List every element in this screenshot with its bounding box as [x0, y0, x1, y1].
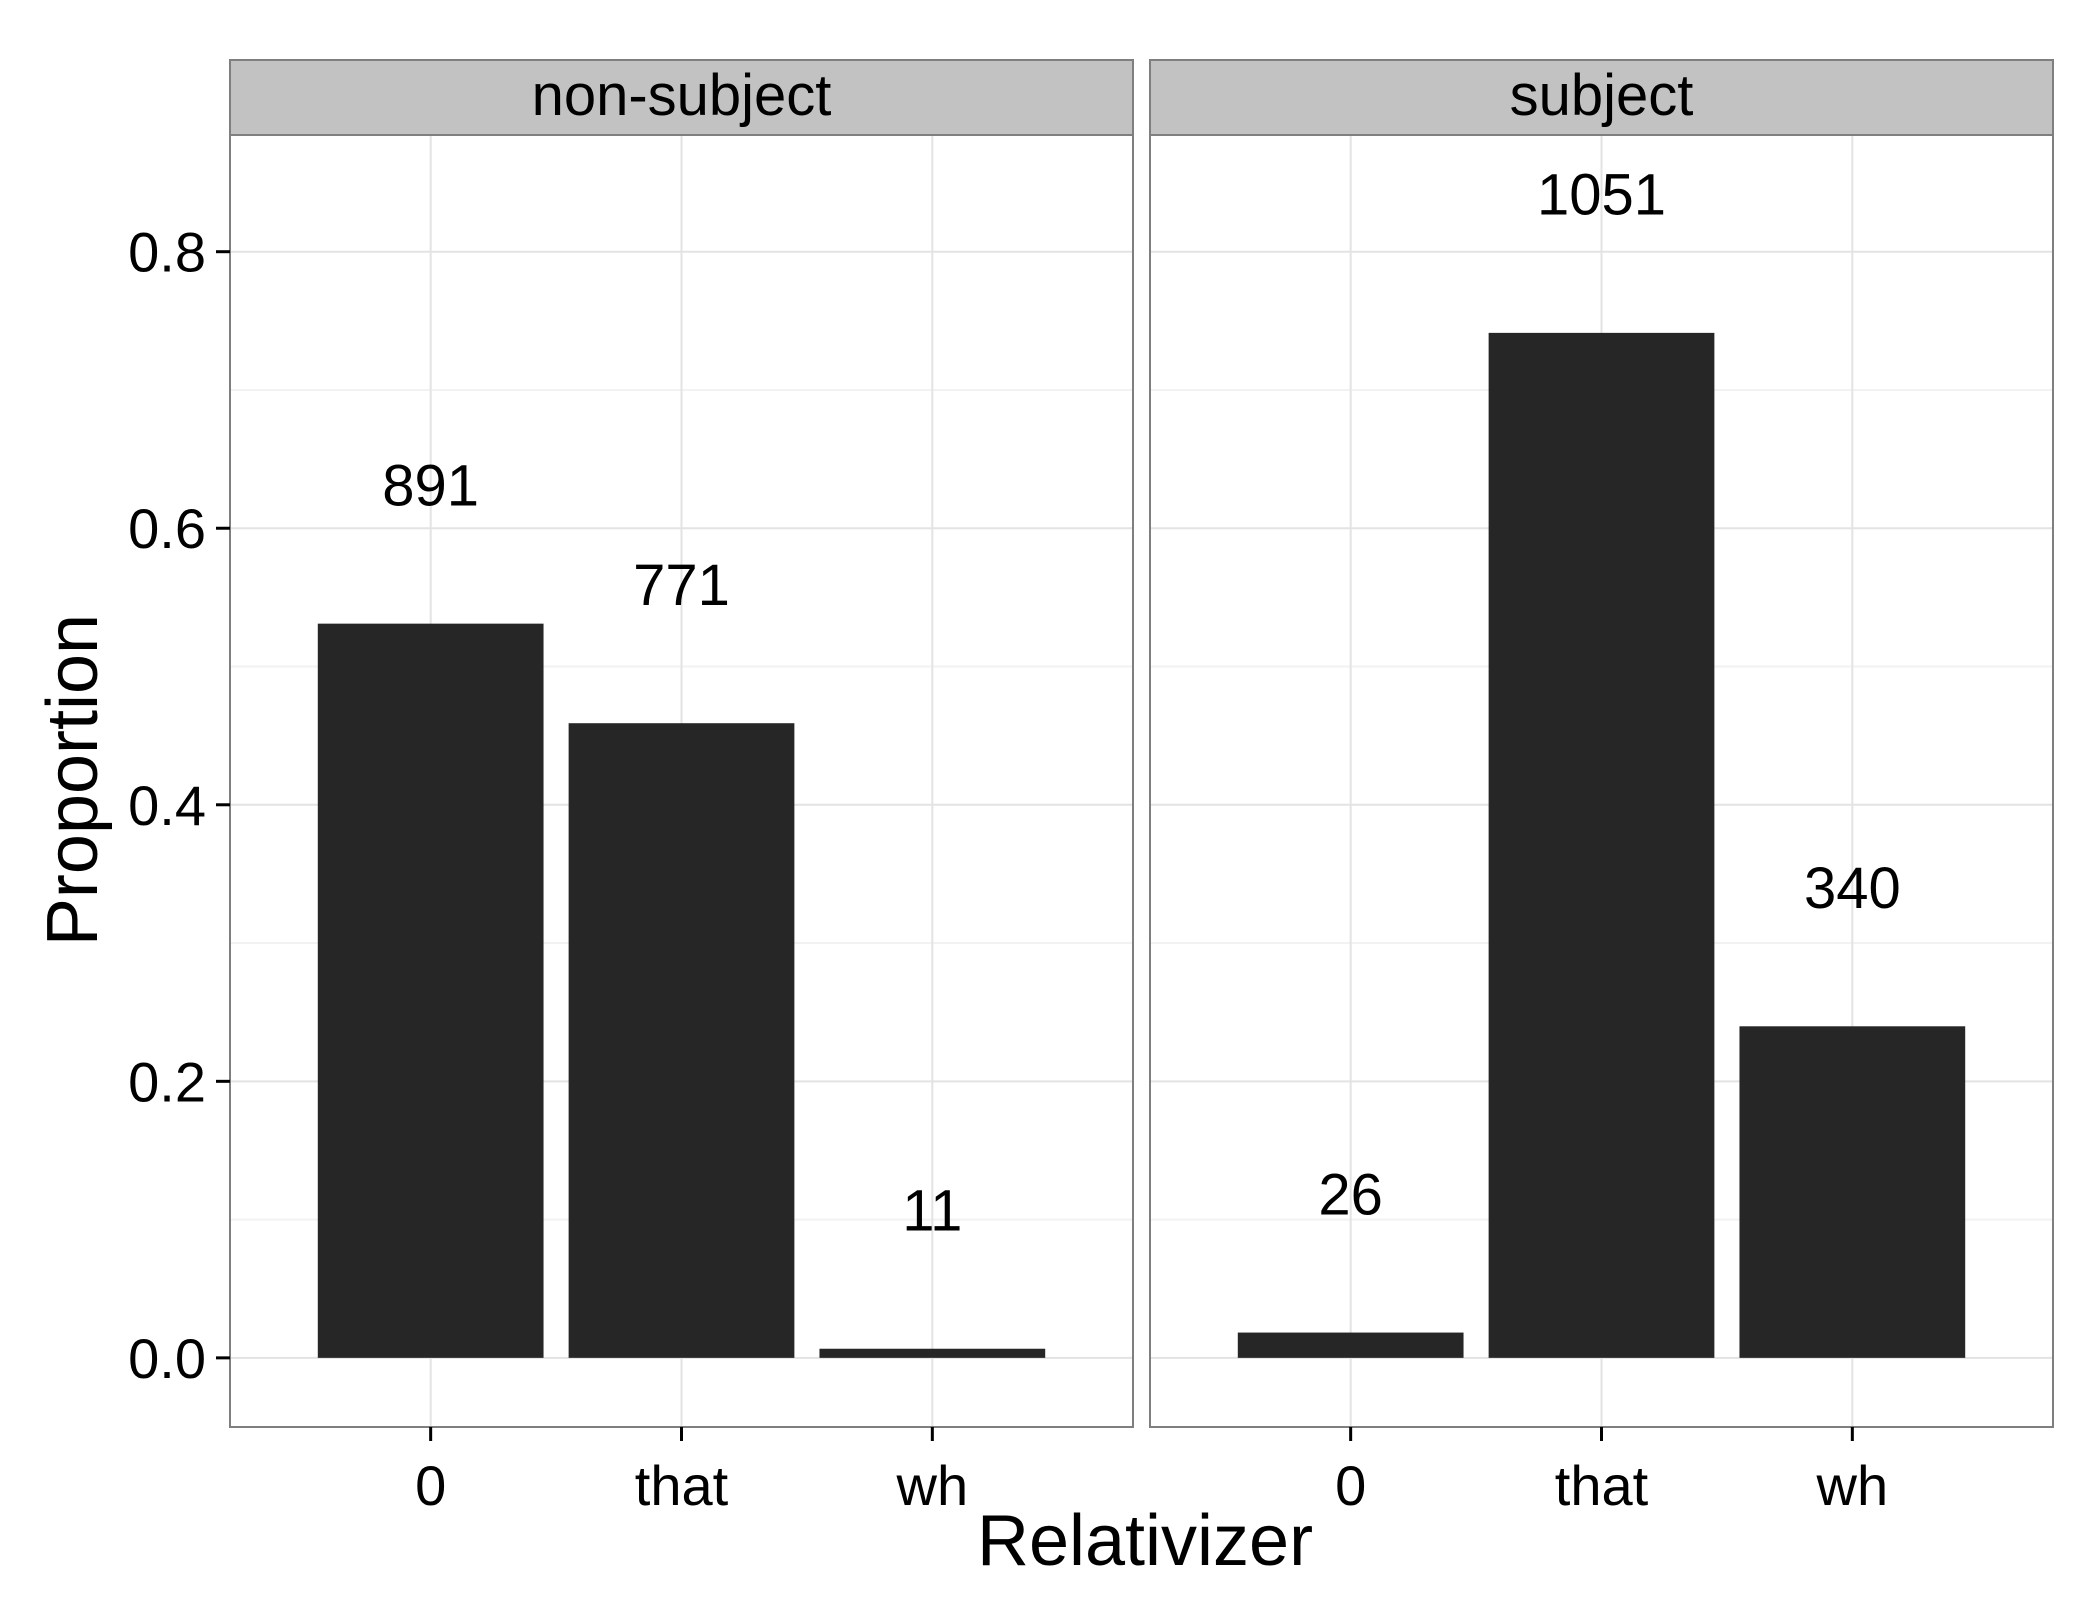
bar-non-subject-wh: [819, 1348, 1046, 1358]
x-axis-title: Relativizer: [977, 1501, 1313, 1581]
y-tick-label: 0.4: [128, 774, 206, 837]
facet-strip-label: subject: [1510, 63, 1694, 128]
count-label: 891: [382, 453, 479, 518]
bar-subject-that: [1488, 332, 1715, 1358]
bars-layer: [317, 332, 1966, 1358]
x-tick-label: that: [635, 1454, 729, 1517]
bar-non-subject-0: [317, 623, 544, 1358]
y-tick-label: 0.8: [128, 221, 206, 284]
facet-strip-label: non-subject: [532, 63, 832, 128]
x-tick-label: 0: [1335, 1454, 1366, 1517]
count-label: 1051: [1537, 163, 1666, 228]
bar-subject-0: [1237, 1332, 1464, 1358]
count-label: 340: [1804, 856, 1901, 921]
frames-layer: [216, 59, 2054, 1441]
bar-non-subject-that: [568, 723, 795, 1358]
count-label: 771: [633, 553, 730, 618]
bar-subject-wh: [1739, 1026, 1966, 1358]
facet-strip: [229, 59, 1134, 136]
x-tick-label: wh: [1816, 1454, 1889, 1517]
x-tick-label: wh: [896, 1454, 969, 1517]
y-axis-title: Proportion: [33, 614, 113, 946]
x-tick-label: 0: [415, 1454, 446, 1517]
count-label: 11: [902, 1178, 962, 1243]
facet-strip: [1149, 59, 2054, 136]
x-tick-label: that: [1555, 1454, 1649, 1517]
y-tick-label: 0.2: [128, 1050, 206, 1113]
count-label: 26: [1318, 1162, 1383, 1227]
y-tick-label: 0.0: [128, 1327, 206, 1390]
y-tick-label: 0.6: [128, 497, 206, 560]
text-layer: 891 771 11 non-subject 0 that wh 26 1051 340 subje…: [128, 63, 1901, 1517]
